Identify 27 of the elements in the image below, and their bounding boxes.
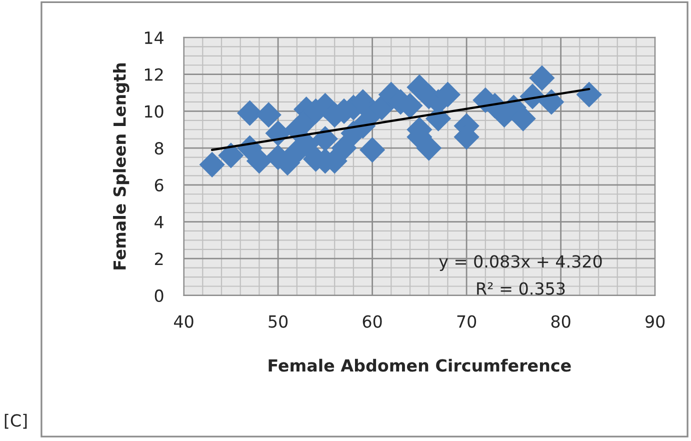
x-tick-label: 60 [362, 315, 382, 328]
point [218, 142, 244, 168]
y-tick-label: 8 [154, 142, 164, 155]
point [576, 82, 602, 108]
y-tick-label: 14 [144, 32, 164, 44]
point [529, 65, 555, 91]
y-tick-label: 4 [154, 216, 164, 228]
x-tick-label: 90 [646, 315, 665, 328]
y-tick-label: 6 [154, 178, 164, 192]
y-tick-label: 0 [154, 289, 164, 302]
annotation: R² = 0.353 [477, 282, 565, 295]
point [360, 137, 386, 163]
y-axis-title: Female Spleen Length [113, 63, 130, 270]
point [538, 89, 564, 115]
x-axis-title: Female Abdomen Circumference [268, 358, 571, 372]
y-tick-label: 10 [144, 105, 164, 118]
point [199, 152, 225, 178]
y-tick-label: 12 [144, 68, 163, 81]
x-tick-label: 80 [551, 315, 570, 328]
point [246, 148, 272, 174]
x-tick-label: 70 [457, 315, 476, 328]
x-tick-label: 40 [174, 315, 194, 328]
point [331, 135, 357, 161]
annotation: y = 0.083x + 4.320 [439, 255, 602, 271]
x-tick-label: 50 [268, 315, 288, 328]
y-tick-label: 2 [154, 252, 163, 265]
text: [C] [4, 414, 27, 429]
